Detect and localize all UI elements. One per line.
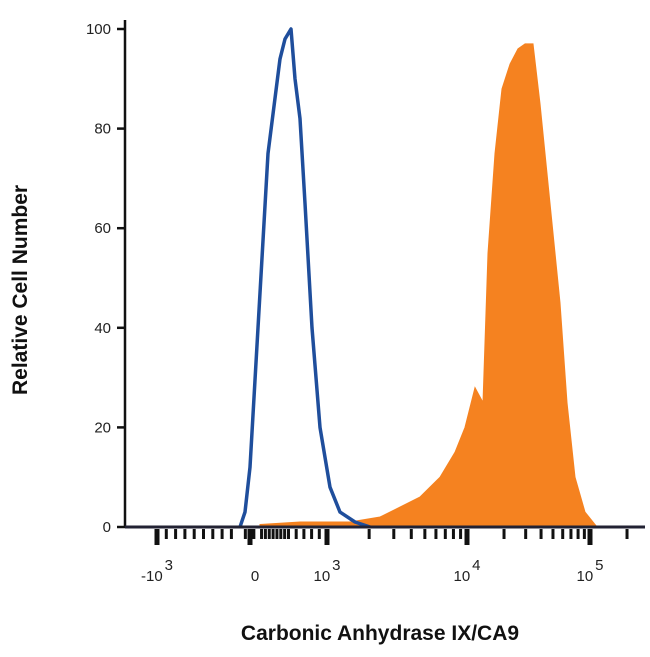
x-tick-label: 105 — [576, 557, 603, 585]
y-axis-label: Relative Cell Number — [9, 185, 32, 395]
x-tick-label: 103 — [313, 557, 340, 585]
x-tick-label: -103 — [141, 557, 173, 585]
series-filled-histogram — [259, 43, 599, 528]
x-axis-label: Carbonic Anhydrase IX/CA9 — [241, 622, 519, 645]
plot-area — [238, 27, 599, 529]
y-tick-label: 100 — [86, 21, 111, 38]
series-outline-histogram — [238, 27, 371, 529]
x-tick-label: 104 — [453, 557, 480, 585]
x-tick-label: 0 — [251, 568, 259, 585]
y-tick-label: 20 — [94, 419, 111, 436]
y-tick-label: 0 — [103, 519, 111, 536]
y-tick-label: 80 — [94, 121, 111, 138]
y-tick-label: 40 — [94, 320, 111, 337]
y-axis: 0 20 40 60 80 100 — [86, 20, 127, 536]
x-axis: -103 0 103 104 105 — [125, 525, 645, 585]
y-tick-label: 60 — [94, 220, 111, 237]
